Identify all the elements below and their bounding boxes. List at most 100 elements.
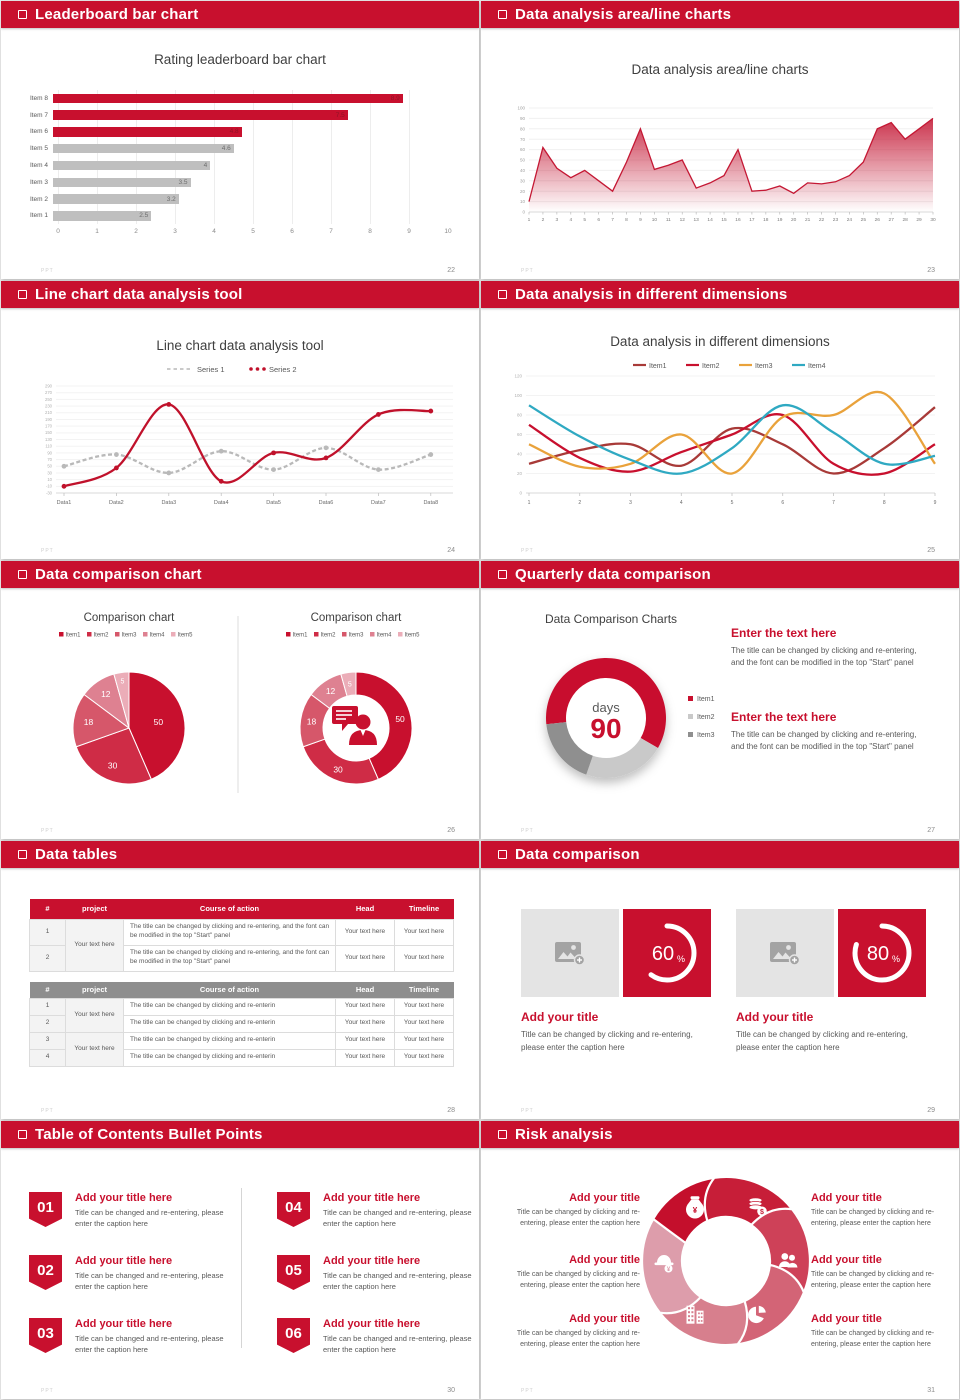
toc-item-caption: Title can be changed and re-entering, pl… xyxy=(75,1208,224,1228)
series-line-item2 xyxy=(528,413,936,476)
data-point xyxy=(114,465,119,471)
bar-row: Item 1 2.5 xyxy=(27,208,446,225)
progress-ring: 60% xyxy=(637,923,697,983)
line-chart: -30-101030507090110130150170190210230250… xyxy=(45,365,453,506)
slide-body: Data analysis in different dimensions 0 20… xyxy=(481,308,959,559)
slide-leaderboard[interactable]: Leaderboard bar chart Rating leaderboard… xyxy=(1,1,479,279)
image-placeholder-icon xyxy=(770,942,801,966)
toc-item-caption: Title can be changed and re-entering, pl… xyxy=(323,1271,472,1291)
bar-track: 3.2 xyxy=(53,191,446,208)
toc-text: Add your title here Title can be changed … xyxy=(75,1255,229,1293)
slide-header: Data tables xyxy=(1,841,479,868)
data-point xyxy=(218,448,224,454)
slide-dimensions[interactable]: Data analysis in different dimensions Da… xyxy=(481,281,959,559)
data-point xyxy=(271,450,276,456)
progress-arc xyxy=(852,923,912,983)
slide-body: 01 Add your title here Title can be change… xyxy=(1,1148,479,1399)
column-header: Course of action xyxy=(123,899,336,919)
slide-title: Leaderboard bar chart xyxy=(35,6,199,23)
card-media-row: 60% xyxy=(521,909,711,997)
slide-title: Data analysis area/line charts xyxy=(515,6,732,23)
area-fill xyxy=(529,118,933,212)
slice-value-label: 18 xyxy=(307,716,317,726)
table-cell: Your text here xyxy=(335,1014,395,1033)
y-axis-tick-label: 100 xyxy=(514,393,522,398)
text-block: Enter the text here The title can be chan… xyxy=(731,710,931,754)
text-block-heading: Enter the text here xyxy=(731,626,837,640)
legend-marker xyxy=(255,367,260,371)
slide-toc[interactable]: Table of Contents Bullet Points 01 Add yo… xyxy=(1,1121,479,1399)
slide-data-tables[interactable]: Data tables # project Course of action Head… xyxy=(1,841,479,1119)
card-title: Add your title xyxy=(521,1010,599,1024)
x-axis-tick-label: 8 xyxy=(368,228,372,235)
slide-quarterly[interactable]: Quarterly data comparison Data Compariso… xyxy=(481,561,959,839)
x-axis-tick-label: Data4 xyxy=(214,500,229,506)
slice-value-label: 50 xyxy=(154,717,164,727)
bullet-square-icon xyxy=(498,10,507,19)
y-axis-tick-label: 80 xyxy=(517,412,523,417)
bar-track: 4.8 xyxy=(53,124,446,141)
x-axis-tick-label: 24 xyxy=(847,217,853,223)
x-axis-tick-label: 2 xyxy=(578,500,581,506)
slide-comparison-cards[interactable]: Data comparison 60% Add your title Title c… xyxy=(481,841,959,1119)
data-point xyxy=(376,467,381,472)
toc-number-badge: 02 xyxy=(29,1255,62,1290)
slide-header: Table of Contents Bullet Points xyxy=(1,1121,479,1148)
bar-value-label: 4 xyxy=(203,162,208,170)
table-cell: Your text here xyxy=(394,997,454,1016)
legend-label: Item5 xyxy=(405,633,421,639)
table-cell: 2 xyxy=(29,1014,66,1033)
progress-tile: 60% xyxy=(623,909,711,997)
column-header: Timeline xyxy=(394,982,454,998)
x-axis-tick-label: 1 xyxy=(95,228,99,235)
chart-title: Rating leaderboard bar chart xyxy=(154,52,326,67)
bullet-square-icon xyxy=(18,1130,27,1139)
table-cell: The title can be changed by clicking and… xyxy=(123,997,336,1016)
slide-comparison-pies[interactable]: Data comparison chart Comparison chart It… xyxy=(1,561,479,839)
y-axis-tick-label: 60 xyxy=(517,432,523,437)
y-axis-tick-label: 60 xyxy=(520,147,526,152)
pie-slice-item2 xyxy=(302,738,379,785)
x-axis-tick-label: 0 xyxy=(56,228,60,235)
legend-label: Item4 xyxy=(377,633,393,639)
x-axis-tick-label: 9 xyxy=(934,500,937,506)
bar-category-label: Item 5 xyxy=(29,145,48,153)
toc-text: Add your title here Title can be changed … xyxy=(75,1192,229,1230)
x-axis-tick-label: 3 xyxy=(173,228,177,235)
bar-row: Item 7 7.5 xyxy=(27,107,446,124)
x-axis-tick-label: Data6 xyxy=(319,500,334,506)
legend-label: Item1 xyxy=(697,696,715,703)
slide-area-line[interactable]: Data analysis area/line charts Data anal… xyxy=(481,1,959,279)
card-caption: Title can be changed by clicking and re-… xyxy=(521,1030,693,1052)
series-line-series1 xyxy=(63,446,432,475)
progress-ring: 80% xyxy=(852,923,912,983)
bar-row: Item 6 4.8 xyxy=(27,124,446,141)
bar-track: 3.5 xyxy=(53,174,446,191)
x-axis-tick-label: 8 xyxy=(883,500,886,506)
bar-track: 4 xyxy=(53,157,446,174)
risk-block-title: Add your title xyxy=(811,1313,882,1325)
bar-row: Item 8 8.9 xyxy=(27,90,446,107)
comparison-card: 60% Add your title Title can be changed by… xyxy=(521,909,711,1055)
x-axis-tick-label: Data8 xyxy=(423,500,438,506)
slide-header: Data analysis area/line charts xyxy=(481,1,959,28)
bar-row: Item 2 3.2 xyxy=(27,191,446,208)
x-axis-tick-label: 7 xyxy=(832,500,835,506)
y-axis-tick-label: 130 xyxy=(45,437,53,442)
table-cell: 1 xyxy=(29,918,66,946)
table-cell: Your text here xyxy=(335,997,395,1016)
data-table-1: # project Course of action Head Timeline 1 You… xyxy=(29,899,454,972)
bar-category-label: Item 4 xyxy=(29,162,48,170)
slide-risk[interactable]: Risk analysis ¥ $ ¥ Add your title Title can… xyxy=(481,1121,959,1399)
slide-line-tool[interactable]: Line chart data analysis tool Line chart… xyxy=(1,281,479,559)
slice-value-label: 5 xyxy=(348,681,352,688)
chart-text: ¥ xyxy=(667,1267,671,1273)
risk-block-caption: Title can be changed by clicking and re-… xyxy=(516,1209,640,1227)
slide-header: Data comparison xyxy=(481,841,959,868)
x-axis-tick-label: 9 xyxy=(407,228,411,235)
donut-segment-item3 xyxy=(546,722,593,775)
chart-text: ¥ xyxy=(693,1206,698,1215)
table-cell: 3 xyxy=(29,1031,66,1050)
x-axis-tick-label: 5 xyxy=(583,217,586,223)
